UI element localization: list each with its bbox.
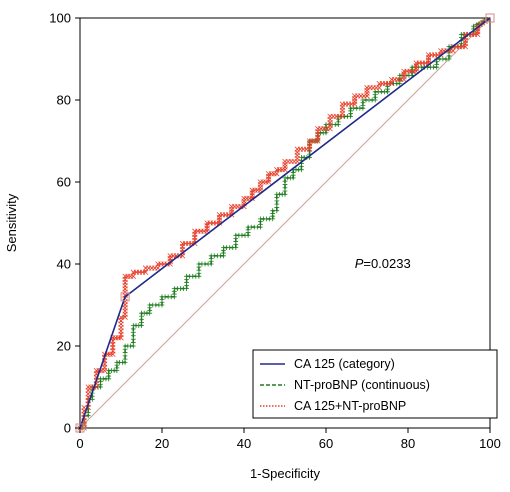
x-axis: 0 20 40 60 80 100 bbox=[76, 428, 501, 451]
series-marker bbox=[257, 179, 264, 185]
x-tick-label: 20 bbox=[155, 436, 169, 451]
y-tick-label: 40 bbox=[57, 257, 71, 272]
series-marker bbox=[364, 90, 370, 96]
ca125-point-marker bbox=[485, 13, 495, 23]
series-marker bbox=[241, 195, 247, 202]
y-axis-title: Sensitivity bbox=[4, 193, 19, 252]
series-marker bbox=[257, 184, 264, 191]
reference-diagonal-line bbox=[79, 17, 491, 429]
series-marker bbox=[364, 93, 370, 99]
series-marker bbox=[271, 171, 277, 177]
series-marker bbox=[401, 76, 407, 83]
series-line bbox=[79, 17, 491, 429]
series-marker bbox=[282, 167, 288, 173]
series-marker bbox=[130, 273, 136, 279]
series-marker bbox=[376, 85, 382, 91]
x-tick-label: 40 bbox=[237, 436, 251, 451]
legend-box bbox=[252, 349, 498, 419]
x-tick-label: 80 bbox=[401, 436, 415, 451]
series-marker bbox=[85, 384, 91, 390]
series-marker bbox=[142, 269, 149, 275]
series-group bbox=[75, 13, 495, 433]
series-marker bbox=[388, 80, 395, 87]
reference-line-group bbox=[79, 17, 491, 429]
x-tick-label: 0 bbox=[76, 436, 83, 451]
series-marker bbox=[127, 273, 134, 279]
series-marker bbox=[471, 23, 476, 29]
x-tick-label: 100 bbox=[479, 436, 501, 451]
p-value-prefix: P bbox=[355, 256, 364, 271]
series-marker bbox=[450, 48, 456, 54]
plot-area bbox=[75, 13, 495, 433]
series-marker bbox=[270, 208, 276, 214]
x-tick-label: 60 bbox=[319, 436, 333, 451]
y-tick-label: 60 bbox=[57, 175, 71, 190]
legend-label-combined: CA 125+NT-proBNP bbox=[294, 399, 406, 413]
legend-label-ntprobnp: NT-proBNP (continuous) bbox=[294, 378, 430, 392]
p-value-annotation: P=0.0233 bbox=[355, 256, 411, 271]
y-tick-label: 0 bbox=[64, 421, 71, 436]
series-marker bbox=[282, 164, 288, 170]
series-marker bbox=[274, 171, 280, 177]
p-value-number: =0.0233 bbox=[363, 256, 410, 271]
series-0 bbox=[79, 17, 491, 429]
x-axis-title: 1-Specificity bbox=[250, 466, 321, 481]
ca125-point-marker bbox=[120, 292, 130, 302]
y-axis: 0 20 40 60 80 100 bbox=[49, 11, 80, 436]
y-tick-label: 100 bbox=[49, 11, 71, 26]
y-tick-label: 20 bbox=[57, 339, 71, 354]
y-tick-label: 80 bbox=[57, 93, 71, 108]
legend: CA 125 (category) NT-proBNP (continuous)… bbox=[252, 349, 498, 419]
series-marker bbox=[244, 195, 250, 202]
legend-label-ca125: CA 125 (category) bbox=[294, 357, 395, 371]
plot-frame bbox=[79, 17, 491, 429]
